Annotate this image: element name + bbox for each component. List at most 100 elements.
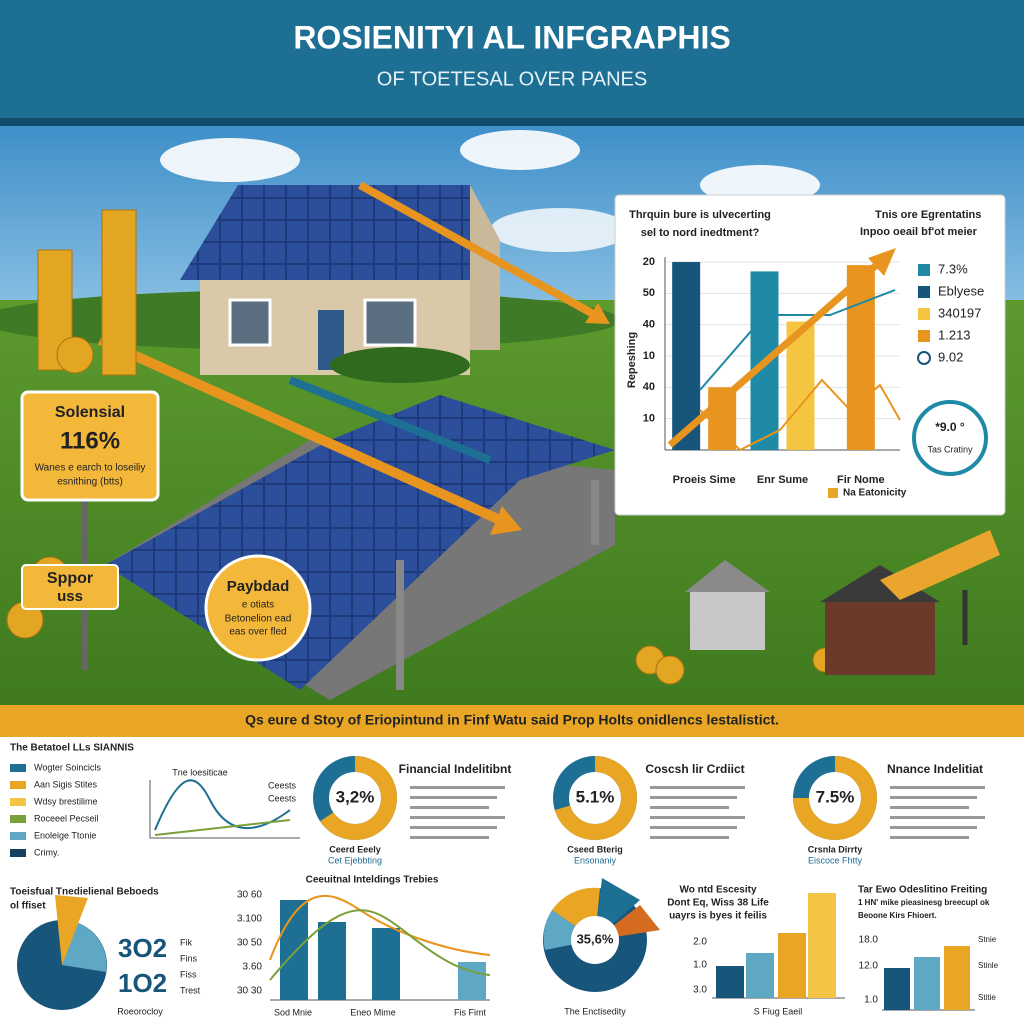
text-line	[890, 826, 977, 829]
text-line	[890, 806, 969, 809]
panel-title: The Betatoel LLs SIANNIS	[10, 743, 134, 754]
sign-text: Sppor	[47, 570, 93, 587]
text-line	[650, 786, 745, 789]
text-line	[410, 786, 505, 789]
legend-swatch	[918, 264, 930, 276]
text-line	[410, 816, 505, 819]
stat-big: 1O2	[118, 968, 167, 998]
y-tick-label: 30 50	[237, 938, 262, 949]
bar	[846, 265, 875, 450]
x-caption: S Fiug Eaeil	[754, 1006, 803, 1016]
donut-value: 3,2%	[336, 787, 375, 806]
legend-title: Tnis ore Egrentatins	[875, 209, 981, 221]
panel-title: Beoone Kirs Fhioert.	[858, 911, 937, 920]
y-tick-label: 40	[643, 381, 655, 393]
title: ROSIENITYI AL INFGRAPHIS	[293, 19, 730, 55]
legend-item: Roceeel Pecseil	[34, 813, 99, 823]
y-tick-label: 50	[643, 287, 655, 299]
y-tick-label: 40	[643, 319, 655, 331]
panel-title: Nnance Indelitiat	[887, 762, 983, 776]
panel-title: uayrs is byes it feilis	[669, 911, 767, 922]
panel-title: ol ffiset	[10, 901, 46, 912]
banner: Qs eure d Stoy of Eriopintund in Finf Wa…	[245, 712, 779, 728]
pie-caption: The Enctisedity	[564, 1006, 626, 1016]
text-line	[410, 806, 489, 809]
annotation: Na Eatonicity	[843, 488, 907, 499]
chart-title: Thrquin bure is ulvecerting	[629, 209, 771, 221]
bar	[318, 922, 346, 1000]
chart-subtitle: sel to nord inedtment?	[641, 227, 760, 239]
text-line	[410, 796, 497, 799]
panel-title: Tne loesiticae	[172, 767, 228, 777]
stat-big: 3O2	[118, 933, 167, 963]
y-tick-label: 2.0	[693, 937, 707, 948]
y-tick-label: 30 60	[237, 890, 262, 901]
trend-line	[699, 378, 901, 452]
y-tick-label: 30 30	[237, 986, 262, 997]
donut-caption: Ensonaniy	[574, 855, 617, 865]
donut-caption: Cseed Bterig	[567, 844, 623, 854]
annotation: *9.0 °	[935, 420, 965, 434]
annotation: 9.02	[938, 349, 963, 364]
text-line	[650, 796, 737, 799]
legend-item: Wogter Soincicls	[34, 762, 101, 772]
pie-value: 35,6%	[577, 931, 614, 946]
curve	[269, 909, 491, 981]
panel-title: 1 HN' mike pieasinesg breecupl ok	[858, 898, 990, 907]
panel-title: Toeisfual Tnedielienal Beboeds	[10, 887, 159, 898]
y-tick-label: 10	[643, 413, 655, 425]
stat-label: Fik	[180, 937, 192, 947]
y-tick-label: 20	[643, 256, 655, 268]
legend-item: Ceests	[268, 780, 297, 790]
text-line	[890, 816, 985, 819]
stat-label: Fins	[180, 953, 198, 963]
header-rule	[0, 118, 1024, 126]
legend-swatch	[10, 764, 26, 772]
mini-line	[154, 819, 291, 836]
donut-value: 5.1%	[576, 787, 615, 806]
mini-axes	[149, 780, 300, 839]
badge-text: e otiats	[242, 600, 274, 611]
text-line	[890, 786, 985, 789]
sign-text: uss	[57, 588, 83, 605]
legend-marker	[917, 351, 931, 365]
legend-swatch	[918, 286, 930, 298]
callout-text: Wanes e earch to loseiliy	[35, 463, 146, 474]
text-line	[410, 826, 497, 829]
banner-bar	[0, 705, 1024, 737]
y-tick-label: 10	[643, 350, 655, 362]
bar-label: Stitie	[978, 993, 996, 1002]
x-tick-label: Eneo Mime	[350, 1007, 396, 1017]
badge-title: Paybdad	[227, 578, 290, 595]
bar	[372, 928, 400, 1000]
donut-ring	[793, 756, 877, 840]
panel-title: Ceeuitnal Inteldings Trebies	[306, 875, 439, 886]
bar	[808, 893, 836, 998]
legend-label: 7.3%	[938, 261, 968, 276]
text-line	[650, 806, 729, 809]
panel-title: Coscsh lir Crdiict	[645, 762, 744, 776]
legend-label: 340197	[938, 305, 981, 320]
donut-caption: Crsnla Dirrty	[808, 844, 863, 854]
legend-swatch	[10, 798, 26, 806]
donut-ring	[313, 756, 397, 840]
panel-title: Tar Ewo Odeslitino Freiting	[858, 885, 987, 896]
y-tick-label: 12.0	[859, 961, 879, 972]
y-tick-label: 1.0	[864, 995, 878, 1006]
header-bar	[0, 0, 1024, 118]
bar	[944, 946, 970, 1010]
donut-value: 7.5%	[816, 787, 855, 806]
bar	[746, 953, 774, 998]
pie-slice	[55, 895, 88, 965]
bar-label: Stnie	[978, 935, 997, 944]
badge-text: eas over fled	[229, 627, 286, 638]
y-tick-label: 3.0	[693, 985, 707, 996]
bar	[716, 966, 744, 998]
legend-item: Aan Sigis Stites	[34, 779, 98, 789]
panel-title: Dont Eq, Wiss 38 Life	[667, 898, 769, 909]
x-tick-label: Fir Nome	[837, 474, 885, 486]
scene	[0, 126, 1024, 705]
x-tick-label: Fis Fimt	[454, 1007, 486, 1017]
y-tick-label: 3.100	[237, 914, 262, 925]
